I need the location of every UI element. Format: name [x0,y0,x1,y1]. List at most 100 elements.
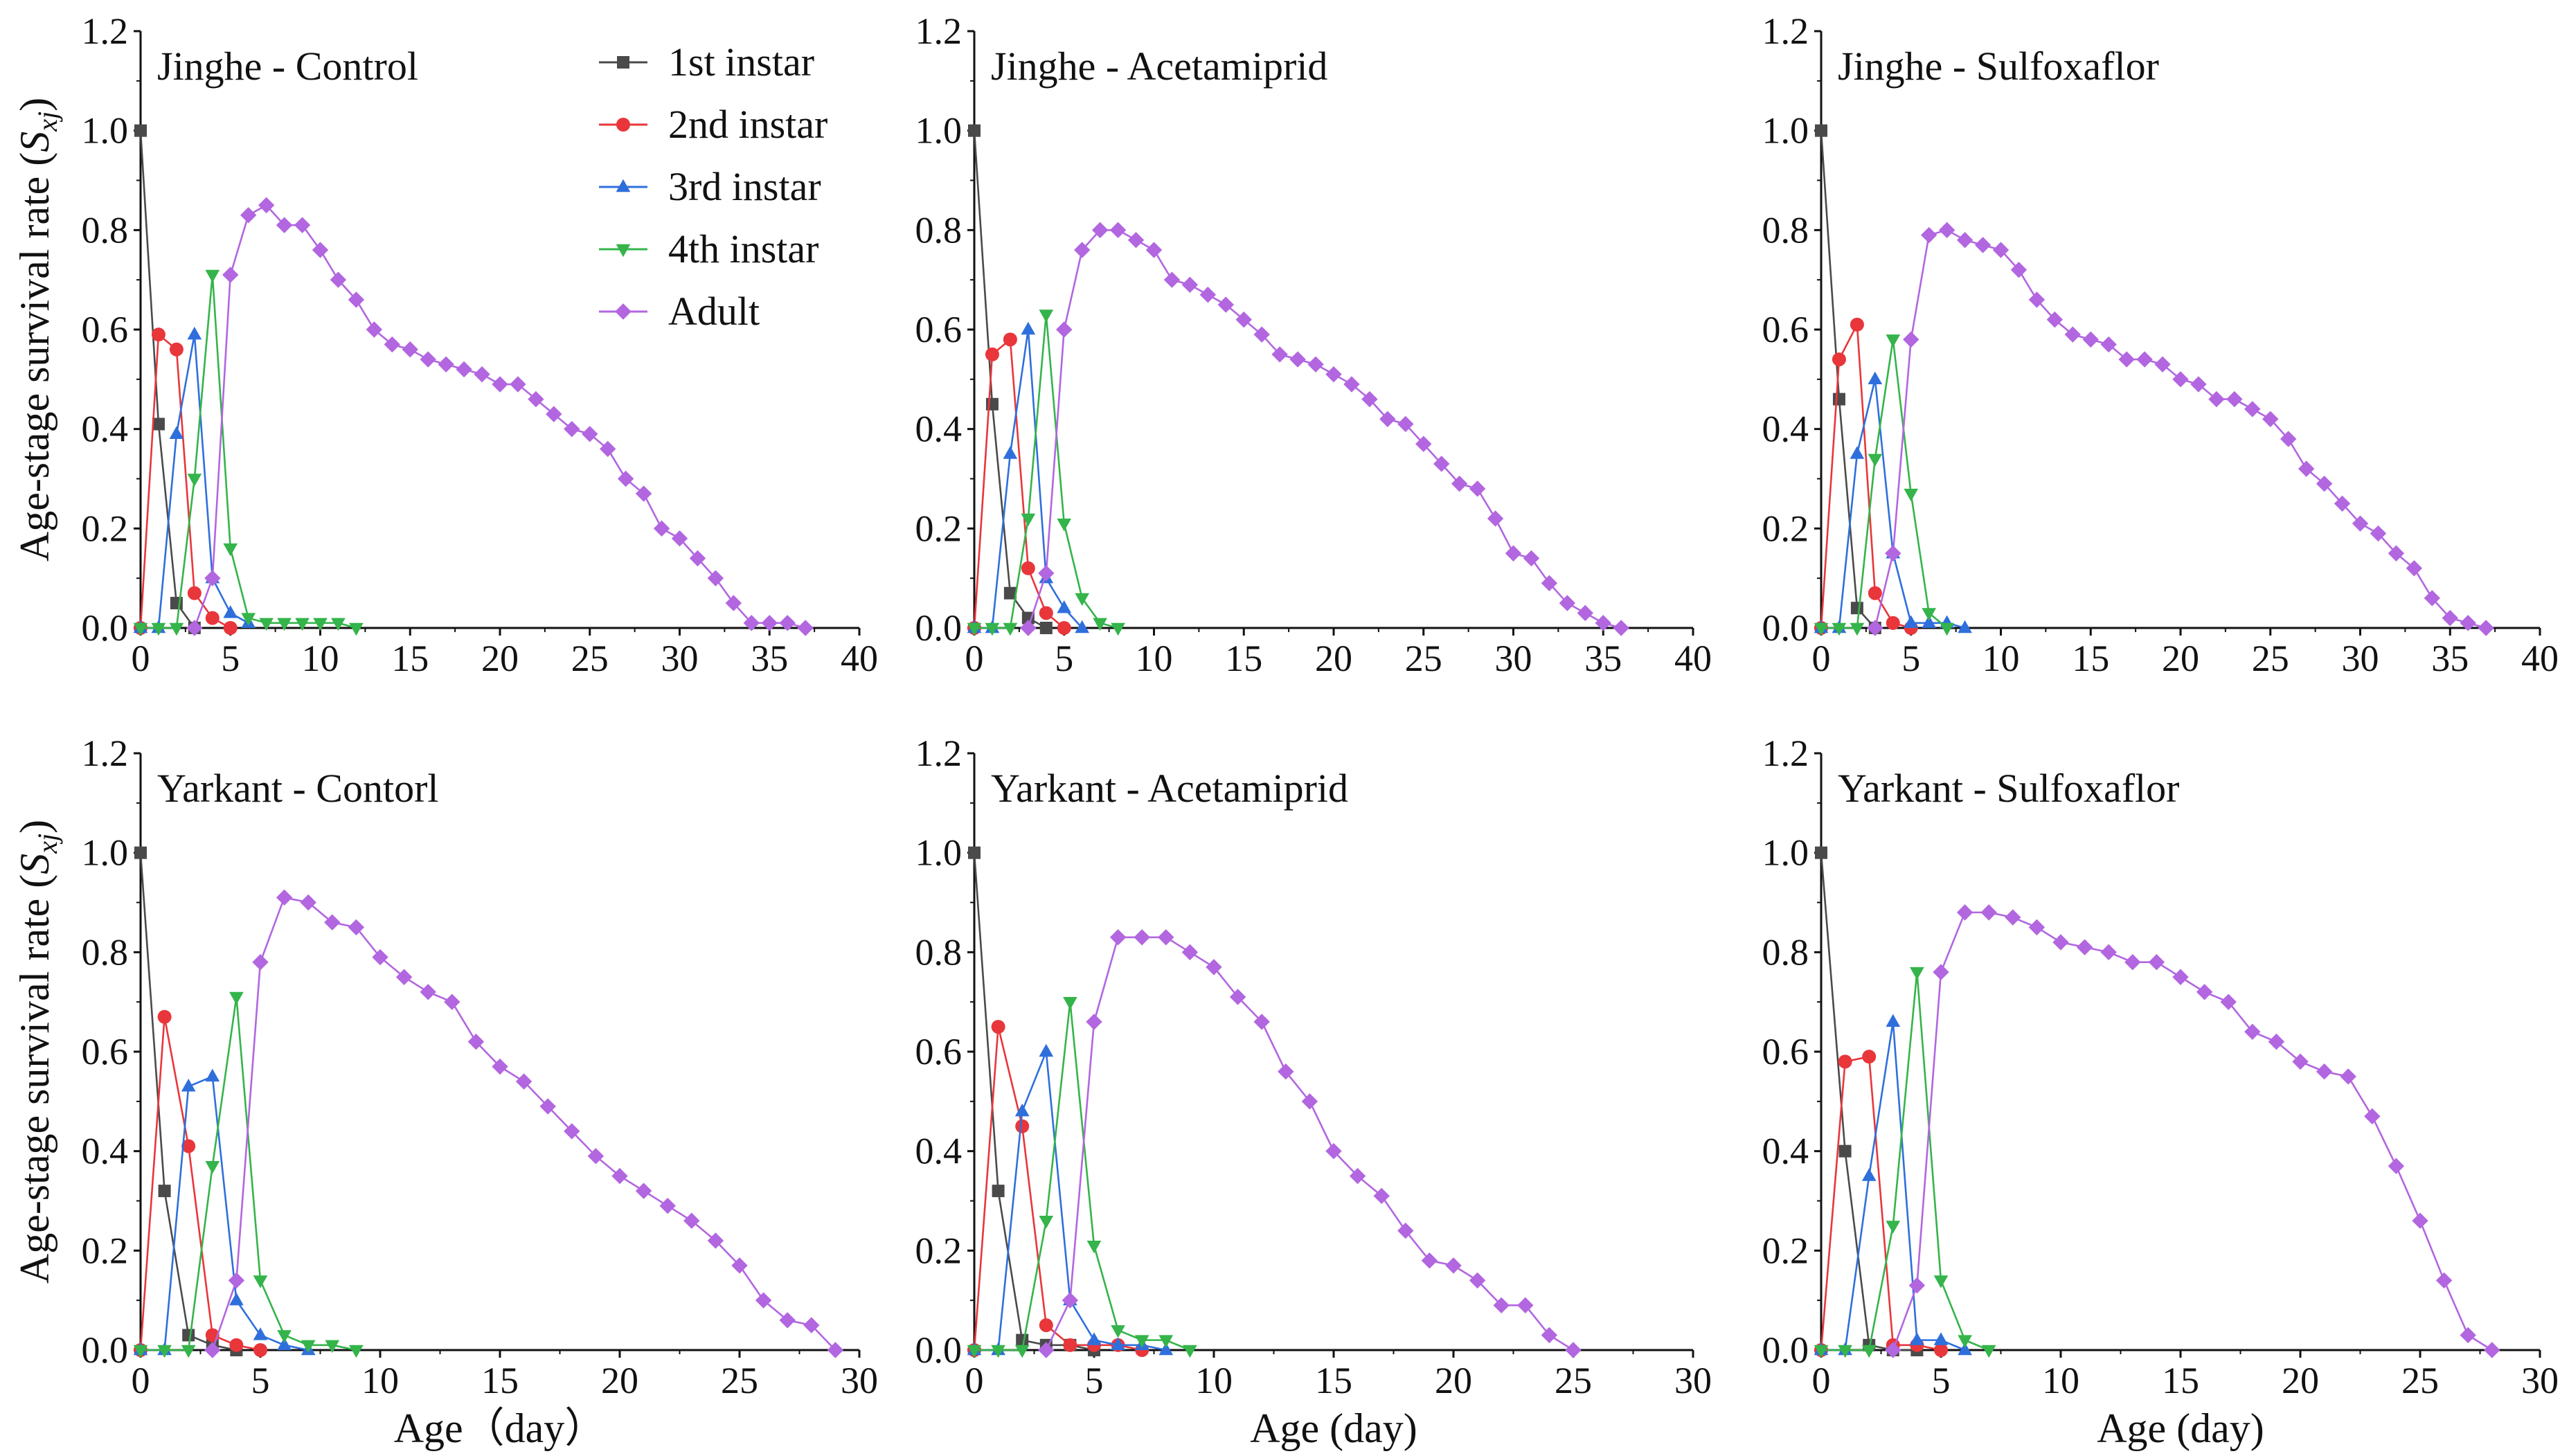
data-point [1003,332,1017,347]
data-point [1235,311,1252,328]
series-line [1892,911,2493,1351]
y-axis-label: Age-stage survival rate (Sxj) [12,98,63,561]
x-tick-label: 5 [221,638,240,679]
data-point [1039,622,1053,634]
legend-item: 1st instar [599,39,814,84]
data-point [1885,1342,1901,1358]
data-point [1838,1054,1852,1069]
data-point [456,361,472,378]
y-tick-label: 0.8 [82,931,129,973]
y-tick-label: 0.6 [82,1031,129,1072]
data-point [991,1345,1005,1358]
data-point [1181,944,1199,961]
x-tick-label: 40 [1674,638,1712,679]
x-tick-label: 0 [132,1360,150,1401]
data-point [438,356,454,372]
y-tick-label: 0.4 [82,408,129,450]
x-tick-label: 15 [2162,1360,2199,1401]
data-point [755,1292,772,1309]
data-point [1301,1093,1318,1110]
data-point [1886,615,1900,630]
data-point [2208,390,2225,408]
data-point [384,336,400,353]
x-tick-label: 35 [1584,638,1622,679]
data-point [2028,919,2046,936]
series-adult [1885,904,2500,1358]
x-tick-label: 0 [965,638,984,679]
y-tick-label: 0.2 [82,1230,129,1271]
series-line [211,896,836,1351]
y-tick-label: 0.6 [1762,1031,1809,1072]
x-tick-label: 20 [601,1360,638,1401]
y-tick-label: 0.8 [82,209,129,251]
data-point [331,618,346,631]
data-point [2244,401,2261,417]
data-point [205,1068,220,1082]
data-point [1933,964,1949,980]
data-point [1867,620,1883,636]
data-point [2370,525,2387,542]
data-point [2316,475,2333,492]
data-point [205,1161,220,1174]
data-point [2460,615,2476,631]
data-point [1493,1297,1510,1314]
x-tick-label: 5 [1085,1360,1104,1401]
data-point [133,622,148,636]
data-point [2005,909,2021,926]
panel-3: 0.0 0.2 0.4 0.6 0.8 1.0 1.2 0 5 10 15 20 25 30 35 40 Jin… [1762,10,2559,679]
data-point [1063,1338,1077,1352]
data-point [1158,929,1174,946]
data-point [1850,602,1863,615]
y-tick-label: 0.0 [1762,1329,1809,1371]
data-point [223,621,238,635]
series-line [1820,321,1912,629]
y-tick-label: 1.0 [1762,110,1809,152]
legend-label: 3rd instar [668,164,821,209]
data-point [229,991,244,1005]
series-4th-instar [133,991,364,1358]
data-point [587,1148,605,1165]
data-point [1992,242,2009,258]
data-point [2292,1053,2309,1070]
data-point [1958,1342,1972,1356]
y-tick-label: 0.8 [1762,209,1809,251]
data-point [1086,1014,1102,1030]
data-point [1111,1325,1125,1338]
data-point [1517,1297,1534,1314]
data-point [1541,1327,1558,1344]
data-point [2172,371,2189,388]
data-point [1015,1119,1030,1133]
data-point [2262,411,2279,427]
data-point [1039,1216,1054,1229]
data-point [158,1185,171,1198]
panel-4: 0.0 0.2 0.4 0.6 0.8 1.0 1.2 0 5 10 15 20 25 30 Yarkant… [12,733,878,1451]
x-tick-label: 25 [721,1360,758,1401]
legend-marker [616,244,631,258]
data-point [1886,334,1901,348]
data-point [1910,967,1924,980]
x-tick-label: 30 [2342,638,2379,679]
x-tick-label: 10 [1136,638,1173,679]
x-tick-label: 10 [302,638,339,679]
data-point [1832,352,1846,367]
data-point [797,620,814,636]
data-point [653,520,670,537]
data-point [348,291,365,308]
y-tick-label: 0.6 [82,309,129,350]
x-tick-label: 5 [251,1360,270,1401]
x-tick-label: 20 [1315,638,1352,679]
legend-item: Adult [599,289,760,334]
data-point [330,271,347,288]
data-point [1956,904,1973,921]
data-point [1271,346,1288,363]
data-point [2244,1023,2261,1040]
panel-title: Yarkant - Acetamiprid [991,766,1348,811]
data-point [151,622,166,636]
data-point [1163,271,1181,288]
data-point [1056,321,1073,338]
data-point [1014,1103,1030,1117]
data-point [1910,1332,1924,1345]
data-point [1325,366,1342,383]
data-point [2435,1272,2453,1289]
data-point [1505,545,1522,561]
